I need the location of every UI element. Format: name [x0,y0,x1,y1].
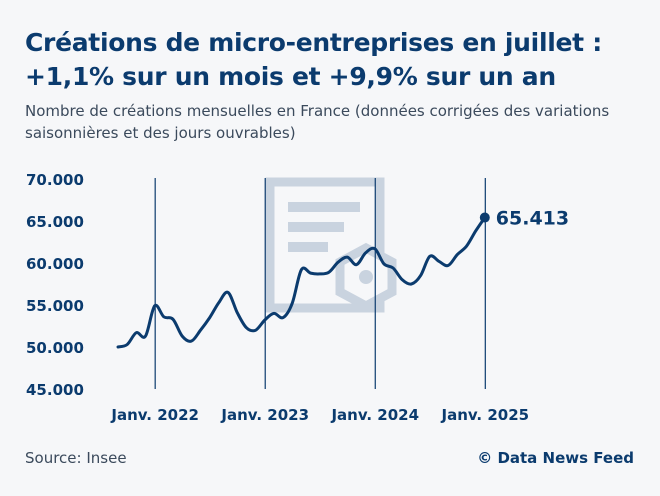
brand-credit: © Data News Feed [477,449,634,467]
chart-title-line2: +1,1% sur un mois et +9,9% sur un an [25,62,556,91]
y-tick-label: 65.000 [26,213,84,231]
chart-title: Créations de micro-entreprises en juille… [25,26,645,94]
y-axis: 45.000 50.000 55.000 60.000 65.000 70.000 [26,171,84,399]
x-tick-label: Janv. 2024 [330,406,419,424]
y-tick-label: 60.000 [26,255,84,273]
document-watermark-icon [265,177,397,313]
x-tick-label: Janv. 2025 [440,406,529,424]
x-tick-label: Janv. 2022 [110,406,199,424]
source-note: Source: Insee [25,449,127,467]
y-tick-label: 50.000 [26,339,84,357]
y-tick-label: 45.000 [26,381,84,399]
last-point-marker [479,212,490,223]
last-point-label: 65.413 [496,208,569,230]
x-tick-label: Janv. 2023 [220,406,309,424]
x-axis: Janv. 2022 Janv. 2023 Janv. 2024 Janv. 2025 [110,406,529,424]
line-chart: 45.000 50.000 55.000 60.000 65.000 70.000 Jan… [26,171,569,424]
series-line [116,216,487,349]
chart-title-line1: Créations de micro-entreprises en juille… [25,28,602,57]
y-tick-label: 70.000 [26,171,84,189]
y-tick-label: 55.000 [26,297,84,315]
chart-subtitle: Nombre de créations mensuelles en France… [25,102,610,142]
